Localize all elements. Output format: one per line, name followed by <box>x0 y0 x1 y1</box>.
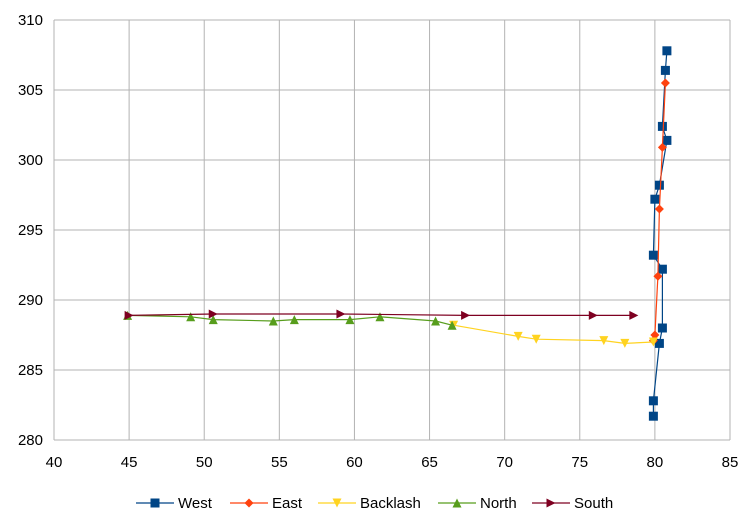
data-point-west <box>662 135 672 145</box>
x-tick-label: 55 <box>271 454 288 471</box>
legend-item-west: West <box>136 495 213 512</box>
data-point-west <box>654 180 664 190</box>
legend-label-backlash: Backlash <box>360 495 421 512</box>
legend-item-south: South <box>532 495 613 512</box>
tick-labels: 40 45 50 55 60 65 70 75 80 85 280 285 290 295 300 305 31… <box>18 12 738 471</box>
series-line-backlash <box>453 324 654 345</box>
data-point-east <box>653 271 663 281</box>
data-point-west <box>662 46 672 56</box>
data-point-east <box>650 330 660 340</box>
data-point-south <box>461 310 471 320</box>
series-east <box>648 78 670 346</box>
series-line-north <box>127 314 453 326</box>
data-series <box>123 46 672 421</box>
legend-item-east: East <box>230 495 303 512</box>
data-point-south <box>124 310 134 320</box>
x-tick-label: 75 <box>571 454 588 471</box>
data-point-backlash <box>599 336 609 346</box>
legend-marker-east <box>244 498 254 508</box>
series-south <box>124 309 639 320</box>
data-point-backlash <box>620 338 630 348</box>
data-point-backlash <box>531 334 541 344</box>
legend-marker-west <box>150 498 160 508</box>
data-point-backlash <box>513 331 523 341</box>
data-point-south <box>336 309 346 319</box>
legend-marker-north <box>452 498 462 508</box>
x-tick-label: 45 <box>121 454 138 471</box>
grid-lines <box>53 19 731 441</box>
series-north <box>123 310 457 330</box>
data-point-west <box>648 250 658 260</box>
legend-item-backlash: Backlash <box>318 495 421 512</box>
data-point-backlash <box>648 337 658 347</box>
data-point-west <box>657 121 667 131</box>
y-tick-label: 285 <box>18 362 43 379</box>
x-tick-label: 80 <box>647 454 664 471</box>
y-tick-label: 280 <box>18 432 43 449</box>
data-point-north <box>447 320 457 330</box>
legend-marker-backlash <box>332 498 342 508</box>
data-point-east <box>657 142 667 152</box>
x-tick-label: 85 <box>722 454 739 471</box>
legend-label-south: South <box>574 495 613 512</box>
data-point-south <box>588 310 598 320</box>
data-point-east <box>654 204 664 214</box>
legend: West East Backlash North South <box>136 495 613 512</box>
x-tick-label: 65 <box>421 454 438 471</box>
x-tick-label: 60 <box>346 454 363 471</box>
legend-label-east: East <box>272 495 303 512</box>
data-point-north <box>345 315 355 325</box>
legend-item-north: North <box>438 495 517 512</box>
x-tick-label: 40 <box>46 454 63 471</box>
data-point-west <box>648 411 658 421</box>
series-line-south <box>129 313 634 316</box>
data-point-north <box>268 316 278 326</box>
data-point-west <box>660 65 670 75</box>
data-point-north <box>186 312 196 322</box>
data-point-west <box>657 264 667 274</box>
data-point-south <box>208 309 218 319</box>
data-point-south <box>629 310 639 320</box>
data-point-west <box>657 323 667 333</box>
y-tick-label: 305 <box>18 82 43 99</box>
y-tick-label: 295 <box>18 222 43 239</box>
series-line-west <box>652 50 668 417</box>
data-point-west <box>648 396 658 406</box>
data-point-north <box>375 312 385 322</box>
data-point-west <box>650 194 660 204</box>
data-point-west <box>654 338 664 348</box>
data-point-north <box>289 315 299 325</box>
x-tick-label: 50 <box>196 454 213 471</box>
data-point-east <box>660 78 670 88</box>
legend-label-west: West <box>178 495 213 512</box>
y-tick-label: 290 <box>18 292 43 309</box>
series-backlash <box>449 320 658 348</box>
data-point-north <box>208 315 218 325</box>
legend-marker-south <box>546 498 556 508</box>
data-point-north <box>431 316 441 326</box>
y-tick-label: 300 <box>18 152 43 169</box>
series-west <box>648 46 672 421</box>
legend-label-north: North <box>480 495 517 512</box>
x-tick-label: 70 <box>496 454 513 471</box>
y-tick-label: 310 <box>18 12 43 29</box>
